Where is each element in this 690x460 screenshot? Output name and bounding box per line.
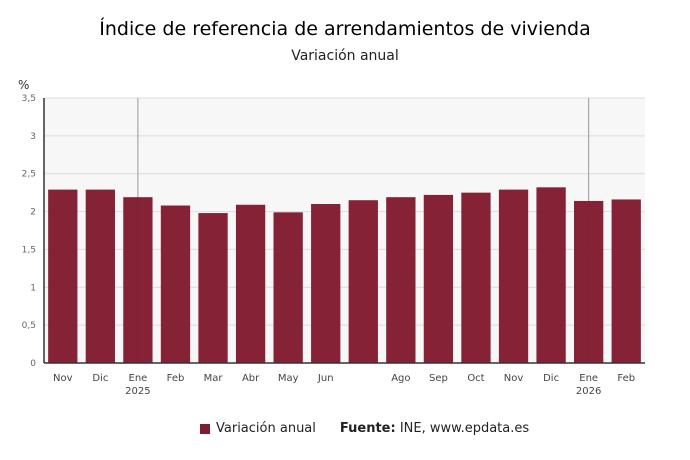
x-tick-label: Nov [53,373,73,384]
bar [386,197,416,363]
bar [536,187,566,363]
legend-swatch [200,423,210,434]
legend-label[interactable]: Variación anual [216,421,316,436]
bar [123,197,153,363]
bar [198,213,228,363]
source-label: Fuente: [339,421,396,436]
bar [235,204,266,363]
bar [611,199,641,363]
x-tick-label: Nov [504,373,524,384]
chart-subtitle: Variación anual [291,48,399,64]
y-tick-label: 2 [30,208,36,218]
y-tick-label: 3 [30,132,36,142]
bar [498,189,529,363]
x-tick-label: Ene [579,373,598,384]
y-tick-label: 2,5 [22,170,36,180]
bar [273,212,303,363]
year-label: 2026 [576,386,601,397]
legend: Variación anual Fuente: INE, www.epdata.… [200,421,529,436]
year-label: 2025 [125,386,150,397]
x-tick-label: Mar [204,373,224,384]
bar [311,204,341,363]
x-tick-label: Feb [167,373,185,384]
bar [85,189,115,363]
x-tick-label: Dic [92,373,108,384]
x-tick-label: Oct [467,373,484,384]
x-tick-label: May [278,373,299,384]
y-tick-label: 0 [30,359,36,369]
y-tick-label: 1 [30,283,36,293]
y-axis-label: % [18,78,29,92]
chart-title: Índice de referencia de arrendamientos d… [99,18,591,40]
x-tick-label: Dic [543,373,559,384]
y-tick-label: 3,5 [22,94,36,104]
source-text: INE, www.epdata.es [399,421,530,436]
bar [160,205,191,363]
x-tick-label: Abr [242,373,260,384]
x-tick-label: Ago [391,373,410,384]
source: Fuente: INE, www.epdata.es [340,421,529,436]
y-tick-label: 1,5 [22,245,36,255]
bar [423,194,454,363]
x-tick-label: Ene [129,373,148,384]
x-tick-label: Feb [617,373,635,384]
bar [574,200,604,363]
y-tick-label: 0,5 [22,321,36,331]
bar [461,192,491,363]
x-tick-label: Jun [317,373,334,384]
x-tick-label: Sep [429,373,448,384]
bar [348,200,378,363]
bar [48,189,78,363]
